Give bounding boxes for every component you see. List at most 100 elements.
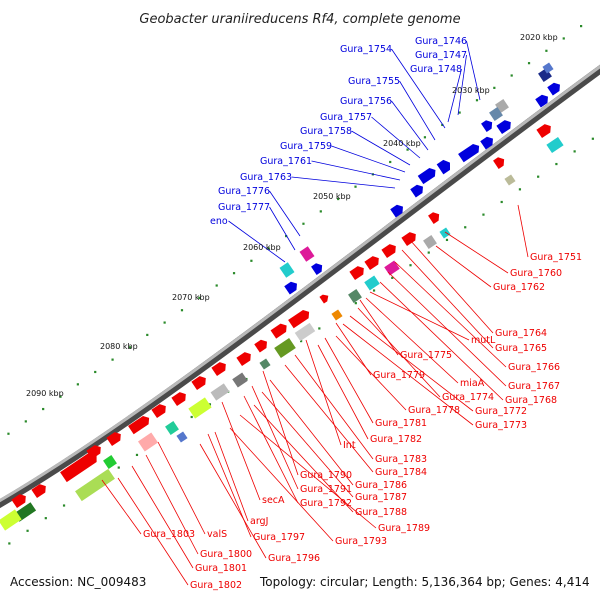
leader-line bbox=[335, 335, 407, 411]
tick-dot bbox=[409, 264, 412, 267]
leader-line bbox=[371, 116, 421, 159]
gene-label-forward: Gura_1776 bbox=[218, 186, 270, 197]
gene-feature bbox=[259, 358, 271, 370]
leader-line bbox=[342, 323, 474, 426]
leader-line bbox=[331, 145, 406, 173]
gene-label-reverse: Gura_1796 bbox=[268, 553, 320, 564]
gene-label-reverse: Gura_1767 bbox=[508, 381, 560, 392]
gene-label-reverse: Gura_1766 bbox=[508, 362, 560, 373]
gene-label-reverse: miaA bbox=[460, 378, 485, 389]
gene-feature bbox=[106, 432, 121, 447]
tick-dot bbox=[62, 504, 66, 507]
tick-dot bbox=[180, 309, 184, 312]
tick-dot bbox=[146, 333, 149, 337]
gene-feature bbox=[60, 452, 97, 483]
tick-dot bbox=[250, 259, 253, 262]
leader-line bbox=[131, 465, 194, 569]
gene-label-reverse: Gura_1762 bbox=[493, 282, 545, 293]
gene-features bbox=[0, 62, 564, 531]
tick-dot bbox=[458, 111, 461, 114]
gene-label-reverse: argJ bbox=[250, 516, 268, 527]
tick-dot bbox=[445, 238, 449, 242]
genome-backbone bbox=[0, 64, 600, 509]
leader-line bbox=[399, 80, 436, 141]
tick-dot bbox=[482, 213, 485, 216]
leader-line bbox=[117, 477, 189, 586]
tick-dot bbox=[26, 529, 29, 532]
leader-line bbox=[251, 385, 299, 490]
gene-label-reverse: Gura_1781 bbox=[375, 418, 427, 429]
gene-feature bbox=[489, 107, 503, 121]
gene-feature bbox=[171, 392, 186, 407]
tick-dot bbox=[318, 327, 321, 330]
gene-label-reverse: Gura_1791 bbox=[300, 484, 352, 495]
gene-label-reverse: Gura_1786 bbox=[355, 480, 407, 491]
gene-label-reverse: Gura_1765 bbox=[495, 343, 547, 354]
leader-line bbox=[409, 239, 494, 334]
tick-dot bbox=[337, 197, 340, 201]
gene-label-forward: Gura_1759 bbox=[280, 141, 332, 152]
leader-line bbox=[401, 249, 494, 349]
tick-dot bbox=[319, 210, 322, 213]
gene-feature bbox=[165, 421, 179, 435]
gene-feature bbox=[504, 174, 516, 186]
tick-dot bbox=[406, 148, 409, 151]
leader-line bbox=[261, 391, 354, 498]
tick-dot bbox=[475, 99, 479, 102]
tick-dot bbox=[545, 49, 548, 52]
tick-dot bbox=[427, 251, 430, 254]
tick-dot bbox=[573, 150, 576, 153]
tick-dot bbox=[354, 302, 357, 305]
gene-feature bbox=[294, 322, 316, 342]
gene-label-reverse: Gura_1787 bbox=[355, 492, 407, 503]
gene-label-forward: Gura_1756 bbox=[340, 96, 392, 107]
leader-line bbox=[351, 130, 411, 166]
gene-label-reverse: Gura_1784 bbox=[375, 467, 427, 478]
leader-line bbox=[157, 441, 206, 535]
gene-feature bbox=[364, 256, 379, 271]
gene-feature bbox=[417, 168, 436, 185]
leader-line bbox=[291, 176, 396, 189]
gene-feature bbox=[436, 159, 451, 175]
gene-label-reverse: Gura_1772 bbox=[475, 406, 527, 417]
gene-feature bbox=[410, 184, 423, 198]
gene-label-reverse: Gura_1783 bbox=[375, 454, 427, 465]
gene-feature bbox=[542, 62, 554, 74]
tick-label: 2040 kbp bbox=[383, 139, 421, 148]
gene-label-reverse: Gura_1800 bbox=[200, 549, 252, 560]
leader-line bbox=[229, 427, 334, 542]
tick-dot bbox=[232, 272, 236, 275]
tick-dot bbox=[285, 235, 288, 238]
leader-line bbox=[391, 100, 429, 151]
gene-feature bbox=[535, 94, 548, 108]
tick-dot bbox=[423, 136, 427, 139]
tick-dot bbox=[135, 453, 139, 457]
tick-dot bbox=[464, 226, 467, 229]
gene-label-reverse: Gura_1797 bbox=[253, 532, 305, 543]
tick-dot bbox=[580, 25, 583, 28]
tick-labels: 2020 kbp 2030 kbp 2040 kbp 2050 kbp 2060… bbox=[26, 33, 558, 398]
gene-label-forward: Gura_1777 bbox=[218, 202, 270, 213]
leader-line bbox=[239, 414, 377, 529]
gene-feature bbox=[319, 294, 329, 304]
leader-line bbox=[466, 40, 481, 101]
tick-label: 2070 kbp bbox=[172, 293, 210, 302]
tick-dot bbox=[76, 383, 79, 386]
gene-feature bbox=[254, 339, 267, 353]
tick-dot bbox=[510, 74, 513, 77]
tick-dot bbox=[389, 160, 392, 164]
gene-feature bbox=[390, 204, 403, 218]
leader-line bbox=[394, 261, 507, 368]
gene-label-reverse: Gura_1768 bbox=[505, 395, 557, 406]
gene-feature bbox=[349, 266, 364, 281]
tick-dot bbox=[117, 466, 120, 469]
leader-line bbox=[253, 404, 354, 513]
gene-feature bbox=[364, 275, 380, 291]
tick-dot bbox=[372, 289, 376, 292]
tick-dot bbox=[391, 276, 394, 279]
gene-feature bbox=[176, 431, 188, 443]
gene-label-forward: Gura_1754 bbox=[340, 44, 392, 55]
gene-feature bbox=[75, 468, 115, 502]
gene-label-forward: Gura_1763 bbox=[240, 172, 292, 183]
